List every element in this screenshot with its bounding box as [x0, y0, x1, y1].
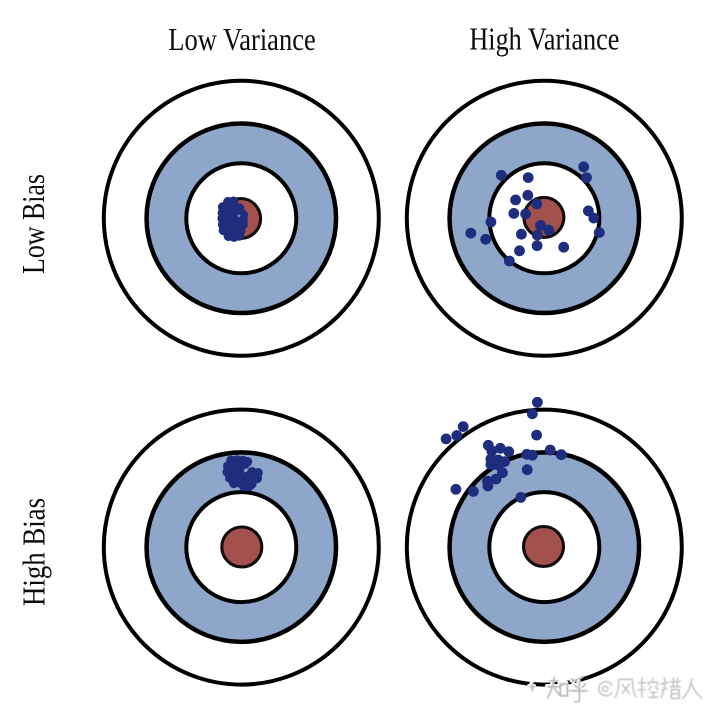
svg-text:Low Bias: Low Bias	[15, 174, 51, 274]
svg-text:High Variance: High Variance	[469, 22, 619, 57]
svg-text:Low Variance: Low Variance	[168, 22, 316, 57]
svg-text:High Bias: High Bias	[16, 498, 52, 606]
